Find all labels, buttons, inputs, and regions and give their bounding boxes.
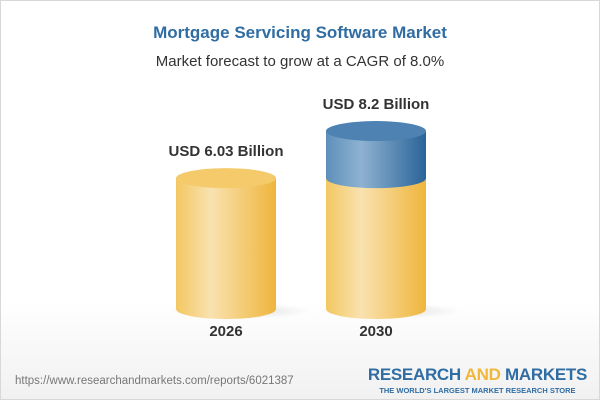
bar-base-segment (326, 178, 426, 319)
logo-text-markets: MARKETS (500, 365, 587, 384)
bar-top-cap (176, 168, 276, 189)
logo-tagline: THE WORLD'S LARGEST MARKET RESEARCH STOR… (379, 386, 576, 395)
x-tick-label: 2030 (359, 323, 392, 340)
logo-text-and: AND (464, 365, 501, 384)
x-tick-label: 2026 (209, 323, 242, 340)
bar-value-label: USD 8.2 Billion (323, 96, 430, 113)
bar-top-cap (326, 121, 426, 142)
source-url[interactable]: https://www.researchandmarkets.com/repor… (15, 375, 294, 387)
logo-text-research: RESEARCH (367, 365, 465, 384)
chart-title: Mortgage Servicing Software Market (153, 23, 447, 42)
bar-growth-segment (326, 131, 426, 189)
bar-base-segment (176, 178, 276, 319)
research-and-markets-logo: RESEARCH AND MARKETS THE WORLD'S LARGEST… (368, 365, 587, 395)
chart-subtitle: Market forecast to grow at a CAGR of 8.0… (155, 53, 445, 70)
bar-value-label: USD 6.03 Billion (168, 143, 283, 160)
